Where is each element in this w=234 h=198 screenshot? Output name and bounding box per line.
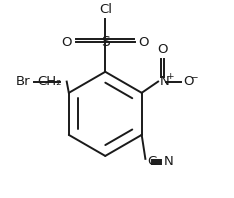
Text: C: C (147, 155, 157, 168)
Text: N: N (163, 155, 173, 168)
Text: O: O (183, 75, 194, 88)
Text: O: O (139, 36, 149, 49)
Text: S: S (101, 35, 110, 50)
Text: O: O (62, 36, 72, 49)
Text: CH₂: CH₂ (38, 75, 62, 88)
Text: O: O (157, 43, 168, 56)
Text: −: − (190, 72, 197, 81)
Text: Cl: Cl (99, 3, 112, 16)
Text: N: N (160, 75, 170, 88)
Text: +: + (166, 72, 174, 81)
Text: Br: Br (15, 75, 30, 88)
